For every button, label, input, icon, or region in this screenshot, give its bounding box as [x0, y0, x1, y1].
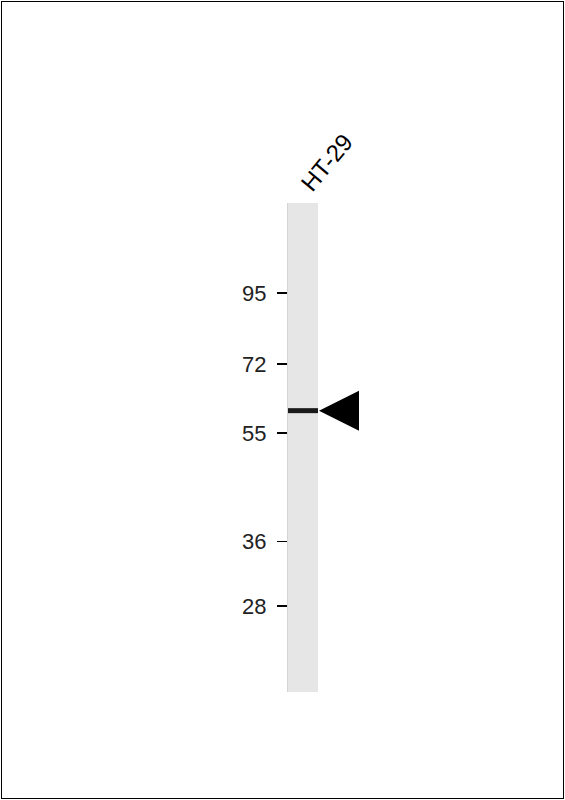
svg-text:28: 28 [242, 594, 266, 619]
svg-text:72: 72 [242, 352, 266, 377]
svg-text:36: 36 [242, 529, 266, 554]
svg-text:95: 95 [242, 281, 266, 306]
svg-text:HT-29: HT-29 [295, 129, 358, 196]
svg-text:55: 55 [242, 421, 266, 446]
